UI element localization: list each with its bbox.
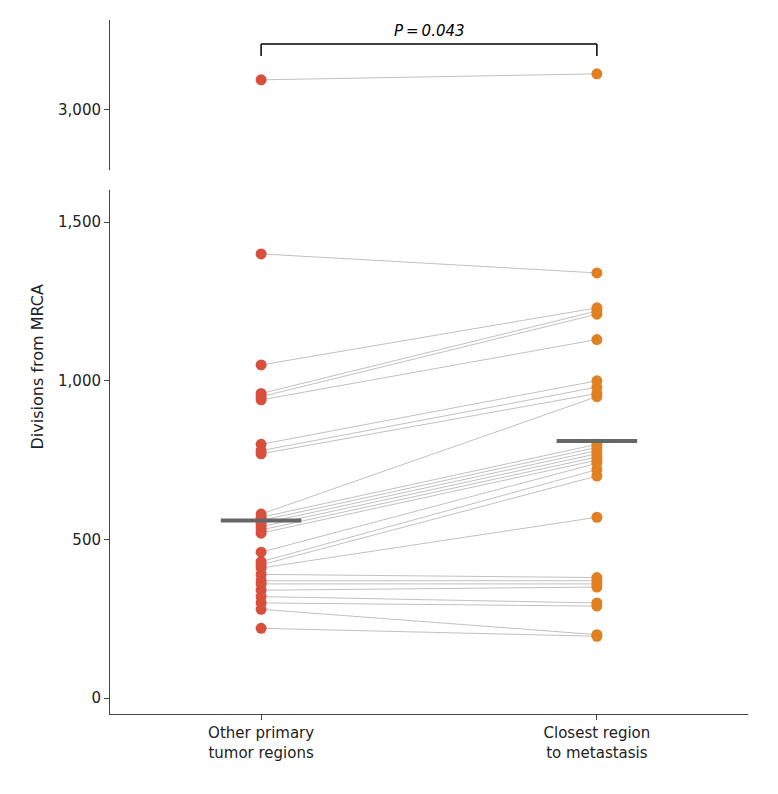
svg-text:1,500: 1,500 bbox=[58, 213, 101, 231]
svg-text:Other primarytumor regions: Other primarytumor regions bbox=[208, 724, 314, 762]
svg-text:Closest regionto metastasis: Closest regionto metastasis bbox=[544, 724, 651, 762]
svg-text:0: 0 bbox=[91, 689, 101, 707]
svg-text:P = 0.043: P = 0.043 bbox=[394, 22, 465, 40]
svg-text:500: 500 bbox=[72, 531, 101, 549]
svg-text:3,000: 3,000 bbox=[58, 101, 101, 119]
svg-text:1,000: 1,000 bbox=[58, 372, 101, 390]
svg-text:Divisions from MRCA: Divisions from MRCA bbox=[28, 284, 47, 449]
